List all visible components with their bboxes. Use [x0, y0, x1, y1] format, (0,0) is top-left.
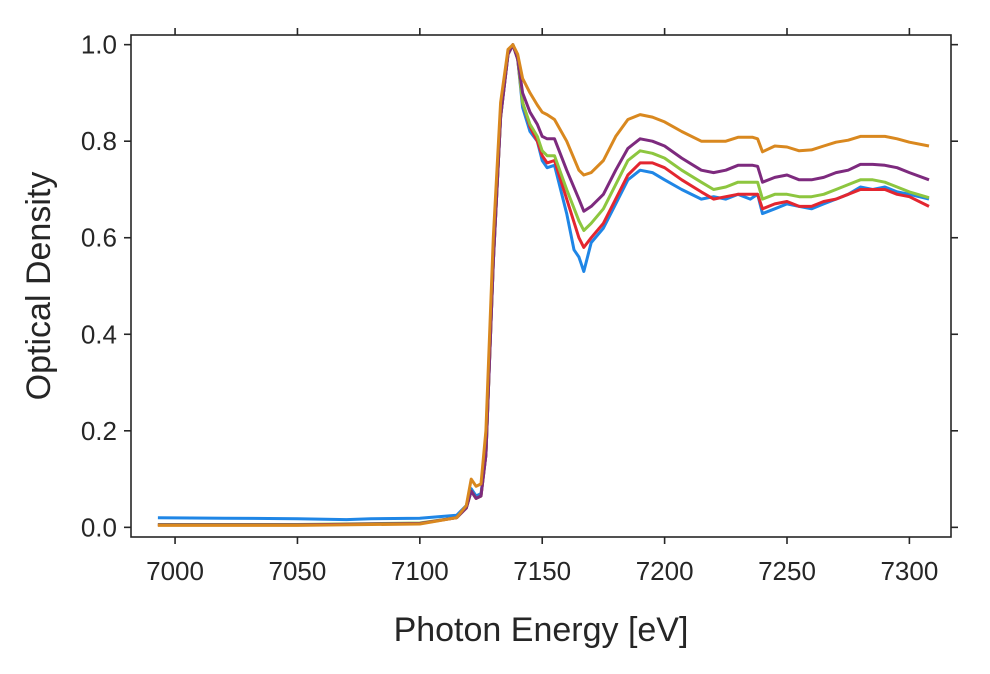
x-axis-title: Photon Energy [eV]: [394, 611, 689, 649]
series-line-5: [157, 43, 930, 527]
plot-lines: [157, 43, 930, 527]
x-tick-label: 7050: [269, 556, 327, 586]
x-tick-label: 7150: [513, 556, 571, 586]
series-line-3: [157, 43, 930, 526]
x-tick-label: 7100: [391, 556, 449, 586]
series-line-1: [157, 43, 930, 522]
y-tick-label: 0.2: [81, 416, 117, 446]
y-tick-label: 0.4: [81, 319, 117, 349]
x-tick-label: 7200: [636, 556, 694, 586]
y-axis-title: Optical Density: [20, 172, 58, 401]
axis-tick-labels: 7000 7050 7100 7150 7200 7250 7300 0.0 0.2 0.4 0.6…: [81, 30, 938, 586]
plot-frame: [130, 34, 952, 538]
y-tick-label: 0.8: [81, 126, 117, 156]
y-tick-label: 0.6: [81, 223, 117, 253]
x-tick-label: 7000: [146, 556, 204, 586]
x-tick-label: 7300: [880, 556, 938, 586]
series-line-2: [157, 43, 930, 527]
y-tick-label: 0.0: [81, 512, 117, 542]
x-tick-label: 7250: [758, 556, 816, 586]
series-line-4: [157, 43, 930, 527]
axis-ticks: [124, 28, 958, 544]
y-tick-label: 1.0: [81, 30, 117, 60]
